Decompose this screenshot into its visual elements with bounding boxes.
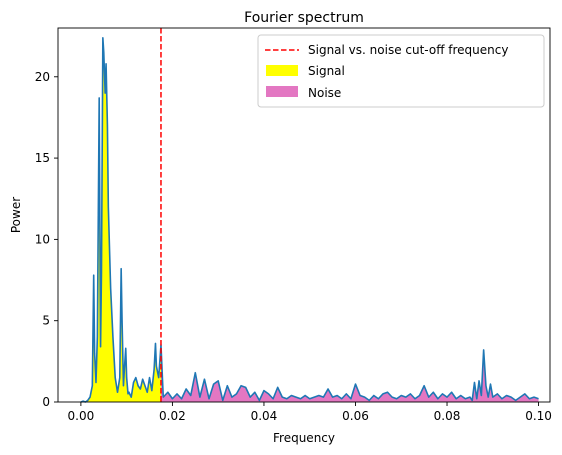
plot-frame xyxy=(57,27,551,403)
legend-cutoff-label: Signal vs. noise cut-off frequency xyxy=(308,43,508,57)
spectrum-line xyxy=(80,36,539,403)
y-tick-label: 15 xyxy=(35,151,50,165)
x-tick-label: 0.10 xyxy=(525,409,552,423)
x-tick-label: 0.06 xyxy=(342,409,369,423)
noise-fill xyxy=(160,345,539,402)
spectrum-series-line xyxy=(80,36,539,403)
legend-signal-swatch xyxy=(266,65,298,76)
legend-frame xyxy=(257,34,545,108)
legend: Signal vs. noise cut-off frequency Signa… xyxy=(257,34,545,108)
y-tick-label: 5 xyxy=(42,314,50,328)
y-tick-label: 0 xyxy=(42,395,50,409)
x-tick-label: 0.04 xyxy=(251,409,278,423)
legend-signal-label: Signal xyxy=(308,64,345,78)
y-tick-label: 20 xyxy=(35,70,50,84)
y-axis-label: Power xyxy=(9,197,23,233)
y-axis-ticks: 0 5 10 15 20 xyxy=(35,70,58,409)
x-axis-ticks: 0.00 0.02 0.04 0.06 0.08 0.10 xyxy=(68,402,552,423)
y-tick-label: 10 xyxy=(35,232,50,246)
x-tick-label: 0.00 xyxy=(68,409,95,423)
legend-noise-label: Noise xyxy=(308,86,341,100)
x-axis-label: Frequency xyxy=(273,431,335,445)
legend-noise-swatch xyxy=(266,86,298,97)
x-tick-label: 0.08 xyxy=(434,409,461,423)
x-tick-label: 0.02 xyxy=(159,409,186,423)
chart-title: Fourier spectrum xyxy=(244,10,364,26)
noise-fill-area xyxy=(160,345,539,402)
